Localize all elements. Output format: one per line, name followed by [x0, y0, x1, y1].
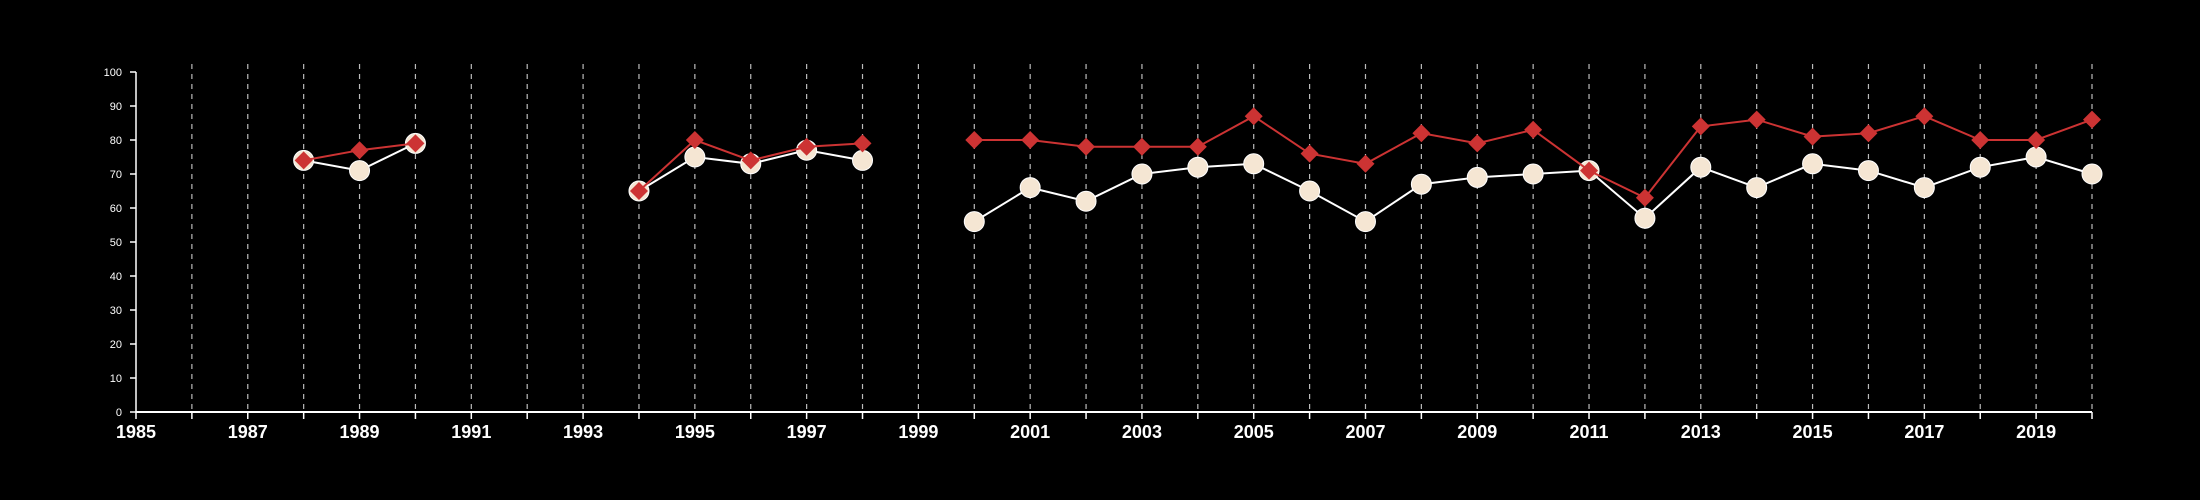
data-point-circle — [1913, 177, 1935, 199]
data-point-diamond — [1859, 124, 1878, 143]
data-point-circle — [1857, 160, 1879, 182]
data-point-diamond — [294, 151, 313, 170]
data-point-diamond — [2027, 131, 2046, 149]
x-tick-label: 1999 — [898, 422, 938, 442]
x-tick-label: 2005 — [1234, 422, 1274, 442]
data-point-circle — [1690, 156, 1712, 178]
data-point-diamond — [350, 141, 369, 160]
x-tick-label: 2015 — [1793, 422, 1833, 442]
data-point-diamond — [1077, 137, 1096, 156]
x-tick-label: 2017 — [1904, 422, 1944, 442]
data-point-diamond — [1635, 188, 1654, 207]
data-point-diamond — [629, 182, 648, 200]
data-point-circle — [1299, 180, 1321, 202]
data-point-diamond — [1244, 107, 1263, 126]
x-tick-label: 2003 — [1122, 422, 1162, 442]
y-tick-label: 50 — [110, 237, 122, 249]
data-point-circle — [1522, 163, 1544, 185]
data-point-diamond — [685, 131, 704, 149]
data-point-diamond — [1803, 127, 1822, 146]
x-tick-label: 1989 — [340, 422, 380, 442]
data-point-diamond — [965, 131, 984, 149]
data-point-circle — [1466, 166, 1488, 188]
x-tick-label: 1997 — [787, 422, 827, 442]
data-point-circle — [852, 149, 874, 171]
y-tick-label: 20 — [110, 339, 122, 351]
data-point-diamond — [406, 134, 425, 153]
data-point-circle — [1243, 153, 1265, 175]
y-tick-label: 100 — [104, 67, 122, 79]
y-tick-label: 80 — [110, 135, 122, 147]
y-tick-label: 90 — [110, 101, 122, 113]
y-tick-label: 40 — [110, 271, 122, 283]
x-tick-label: 1985 — [116, 422, 156, 442]
data-point-circle — [1187, 156, 1209, 178]
data-point-diamond — [1021, 131, 1040, 149]
data-point-circle — [1969, 156, 1991, 178]
data-point-diamond — [1971, 131, 1990, 149]
y-tick-label: 30 — [110, 305, 122, 317]
data-point-circle — [2025, 146, 2047, 168]
x-tick-label: 2013 — [1681, 422, 1721, 442]
data-point-circle — [684, 146, 706, 168]
data-point-diamond — [741, 151, 760, 170]
x-tick-label: 1993 — [563, 422, 603, 442]
data-point-diamond — [797, 137, 816, 156]
data-point-diamond — [1580, 161, 1599, 180]
x-tick-label: 2007 — [1345, 422, 1385, 442]
data-point-circle — [349, 160, 371, 182]
data-point-circle — [2081, 163, 2103, 185]
data-point-diamond — [853, 134, 872, 153]
data-point-diamond — [1412, 124, 1431, 143]
data-point-circle — [1746, 177, 1768, 199]
x-tick-label: 1987 — [228, 422, 268, 442]
data-point-circle — [1131, 163, 1153, 185]
data-point-circle — [1802, 153, 1824, 175]
data-point-diamond — [1468, 134, 1487, 153]
y-tick-label: 60 — [110, 203, 122, 215]
data-point-diamond — [1691, 117, 1710, 136]
data-point-diamond — [1188, 137, 1207, 156]
x-tick-label: 1991 — [451, 422, 491, 442]
data-point-diamond — [1915, 107, 1934, 126]
x-tick-label: 1995 — [675, 422, 715, 442]
data-point-circle — [1354, 211, 1376, 233]
y-tick-label: 70 — [110, 169, 122, 181]
data-point-diamond — [1747, 110, 1766, 129]
data-point-diamond — [1300, 144, 1319, 163]
data-point-circle — [1075, 190, 1097, 212]
series-0 — [294, 107, 2101, 207]
data-point-diamond — [1356, 154, 1375, 173]
x-tick-label: 2001 — [1010, 422, 1050, 442]
y-tick-label: 10 — [110, 373, 122, 385]
data-point-diamond — [2083, 110, 2101, 129]
data-point-diamond — [1132, 137, 1151, 156]
x-tick-label: 2019 — [2016, 422, 2056, 442]
x-tick-label: 2009 — [1457, 422, 1497, 442]
x-tick-label: 2011 — [1569, 422, 1608, 442]
axes: 0 10 20 30 40 50 60 70 80 90 100 1985 1987 1989 1991 19… — [104, 67, 2093, 442]
grid — [191, 64, 2093, 412]
data-point-circle — [1410, 173, 1432, 195]
series — [293, 107, 2103, 233]
y-tick-label: 0 — [116, 407, 122, 419]
data-point-circle — [1634, 207, 1656, 229]
data-point-circle — [963, 211, 985, 233]
data-point-circle — [1019, 177, 1041, 199]
data-point-diamond — [1524, 120, 1543, 139]
